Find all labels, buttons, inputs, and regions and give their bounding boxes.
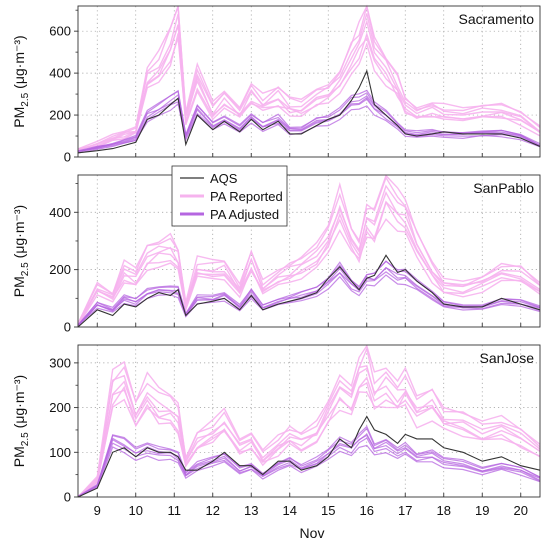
x-tick-label-18: 18 xyxy=(437,503,451,518)
series-pa-adjusted-trace-6 xyxy=(77,89,541,153)
x-tick-label-12: 12 xyxy=(206,503,220,518)
y-axis-label: PM2.5(μg·m⁻³) xyxy=(11,375,31,467)
plot-frame xyxy=(77,5,541,158)
panel-title: SanJose xyxy=(480,350,535,366)
series-pa-reported-trace-3 xyxy=(77,346,541,498)
y-tick-label: 0 xyxy=(64,490,71,505)
panel-title: Sacramento xyxy=(459,11,535,27)
series-aqs-line xyxy=(77,254,541,328)
series-pa-reported-trace-7 xyxy=(77,31,541,153)
series-aqs-line xyxy=(77,415,541,498)
y-axis-label: PM2.5(μg·m⁻³) xyxy=(11,35,31,127)
y-tick-label: 400 xyxy=(49,66,71,81)
y-tick-label: 300 xyxy=(49,355,71,370)
series-pa-reported-trace-7 xyxy=(77,381,541,497)
panels: 0200400600SacramentoPM2.5(μg·m⁻³)0200400… xyxy=(11,4,541,518)
series-pa-adjusted-trace-6 xyxy=(77,260,541,326)
panel-sacramento: 0 200 400 600 Sacramento PM2.5(μg·m⁻³) xyxy=(11,4,541,165)
series-pa-reported-trace-3 xyxy=(77,6,541,150)
series-pa-reported-trace-5 xyxy=(77,367,541,498)
series-pa-reported-trace-4 xyxy=(77,218,541,326)
series-pa-reported-trace-1 xyxy=(77,13,541,152)
series-pa-reported-trace-1 xyxy=(77,364,541,498)
series-pa-reported-trace-5 xyxy=(77,19,541,151)
series-pa-adjusted-trace-5 xyxy=(77,434,541,498)
y-tick-label: 0 xyxy=(64,150,71,165)
y-axis-label: PM2.5(μg·m⁻³) xyxy=(11,205,31,297)
x-tick-label-10: 10 xyxy=(129,503,143,518)
series-pa-reported-trace-7 xyxy=(77,200,541,327)
y-tick-label: 200 xyxy=(49,262,71,277)
series-pa-adjusted-trace-5 xyxy=(77,266,541,327)
legend-label-pa-reported: PA Reported xyxy=(210,189,283,204)
panel-sanjose: 0 100 200 300 9 10 11 12 13 14 15 16 17 18 19 20 SanJose… xyxy=(11,344,541,518)
series-pa-reported-trace-6 xyxy=(77,344,541,498)
series-pa-adjusted-trace-4 xyxy=(77,444,541,498)
y-tick-label: 200 xyxy=(49,108,71,123)
y-tick-label: 400 xyxy=(49,205,71,220)
x-tick-label-15: 15 xyxy=(321,503,335,518)
x-tick-label-13: 13 xyxy=(244,503,258,518)
series-pa-adjusted-trace-6 xyxy=(77,425,541,498)
plot-frame xyxy=(77,174,541,328)
series-pa-reported-trace-6 xyxy=(77,4,541,150)
series-pa-adjusted-trace-2 xyxy=(77,98,541,153)
series-pa-adjusted-trace-3 xyxy=(77,427,541,498)
series-pa-reported-trace-5 xyxy=(77,190,541,324)
legend: AQS PA Reported PA Adjusted xyxy=(171,165,288,227)
x-tick-label-20: 20 xyxy=(514,503,528,518)
series-pa-reported-trace-1 xyxy=(77,184,541,326)
series-pa-reported-trace-3 xyxy=(77,176,541,325)
series-pa-adjusted-trace-4 xyxy=(77,274,541,326)
plot-frame xyxy=(77,344,541,498)
x-tick-label-16: 16 xyxy=(360,503,374,518)
series-pa-reported-trace-4 xyxy=(77,391,541,498)
x-tick-label-9: 9 xyxy=(94,503,101,518)
x-tick-label-17: 17 xyxy=(398,503,412,518)
x-tick-label-14: 14 xyxy=(283,503,297,518)
y-tick-label: 200 xyxy=(49,400,71,415)
panel-title: SanPablo xyxy=(473,180,534,196)
legend-label-aqs: AQS xyxy=(210,171,238,186)
x-tick-label-11: 11 xyxy=(168,503,182,518)
y-tick-label: 100 xyxy=(49,445,71,460)
x-axis-label: Nov xyxy=(300,525,325,541)
y-tick-label: 600 xyxy=(49,24,71,39)
legend-label-pa-adjusted: PA Adjusted xyxy=(210,207,279,222)
panel-sanpablo: 0 200 400 SanPablo PM2.5(μg·m⁻³) xyxy=(11,174,541,335)
series-pa-adjusted-trace-3 xyxy=(77,89,541,152)
x-tick-label-19: 19 xyxy=(475,503,489,518)
y-tick-label: 0 xyxy=(64,320,71,335)
series-aqs-line xyxy=(77,69,541,154)
series-pa-reported-trace-6 xyxy=(77,174,541,324)
